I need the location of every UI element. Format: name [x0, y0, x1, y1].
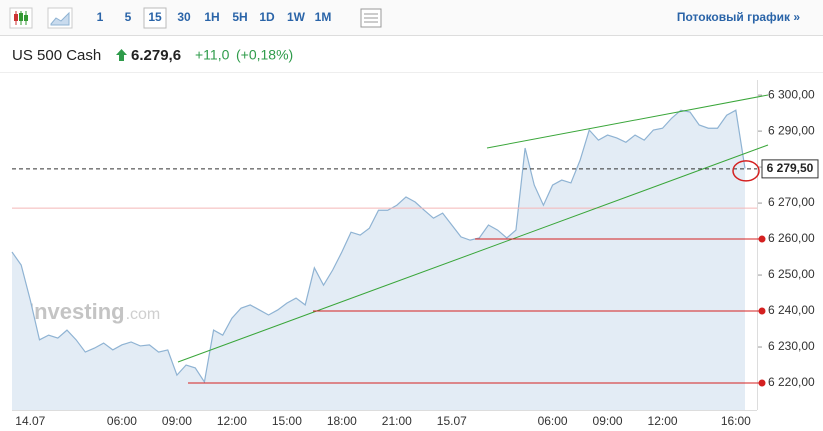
y-tick-label: 6 300,00	[768, 87, 815, 101]
trend-line	[177, 144, 769, 363]
x-tick-label: 12:00	[217, 414, 247, 428]
line-handle	[758, 307, 766, 315]
table-icon[interactable]	[360, 8, 382, 28]
x-tick-label: 15.07	[437, 414, 467, 428]
interval-button[interactable]: 1H	[204, 10, 219, 24]
x-tick-label: 12:00	[648, 414, 678, 428]
price-box	[761, 159, 819, 179]
active-interval	[143, 7, 167, 29]
symbol: US 500 Cash	[12, 47, 101, 64]
y-tick-label: 6 220,00	[768, 375, 815, 389]
y-tick-label: 6 250,00	[768, 267, 815, 281]
candle-icon[interactable]	[9, 7, 33, 29]
y-tick-label: 6 230,00	[768, 339, 815, 353]
trend-line	[486, 94, 769, 149]
interval-button[interactable]: 1M	[315, 10, 332, 24]
highlight-circle	[732, 160, 760, 182]
y-tick-label: 6 240,00	[768, 303, 815, 317]
x-tick-label: 09:00	[593, 414, 623, 428]
watermark: Investing	[28, 299, 125, 324]
y-tick-label: 6 290,00	[768, 123, 815, 137]
toolbar	[0, 0, 823, 36]
interval-button[interactable]: 30	[177, 10, 191, 24]
price-line	[11, 109, 746, 384]
watermark-suffix: .com	[126, 306, 161, 323]
x-tick-label: 06:00	[538, 414, 568, 428]
x-tick-label: 16:00	[721, 414, 751, 428]
change-pct: (+0,18%)	[236, 47, 293, 63]
up-arrow	[116, 49, 127, 61]
interval-button[interactable]: 5	[125, 10, 132, 24]
x-tick-label: 09:00	[162, 414, 192, 428]
price: 6.279,6	[131, 47, 181, 64]
line-handle	[758, 379, 766, 387]
interval-button[interactable]: 5H	[232, 10, 247, 24]
x-tick-label: 21:00	[382, 414, 412, 428]
interval-button[interactable]: 15	[148, 10, 162, 24]
interval-button[interactable]: 1W	[287, 10, 306, 24]
interval-button[interactable]: 1	[97, 10, 104, 24]
interval-button[interactable]: 1D	[259, 10, 275, 24]
change: +11,0	[195, 47, 230, 63]
area-icon[interactable]	[47, 7, 73, 29]
x-tick-label: 06:00	[107, 414, 137, 428]
y-tick-label: 6 270,00	[768, 195, 815, 209]
y-tick-label: 6 260,00	[768, 231, 815, 245]
x-tick-label: 15:00	[272, 414, 302, 428]
area-fill	[12, 110, 745, 410]
x-tick-label: 18:00	[327, 414, 357, 428]
price-box-label: 6 279,50	[767, 161, 814, 175]
x-tick-label: 14.07	[15, 414, 45, 428]
stream-link[interactable]: Потоковый график »	[677, 10, 800, 24]
line-handle	[758, 235, 766, 243]
